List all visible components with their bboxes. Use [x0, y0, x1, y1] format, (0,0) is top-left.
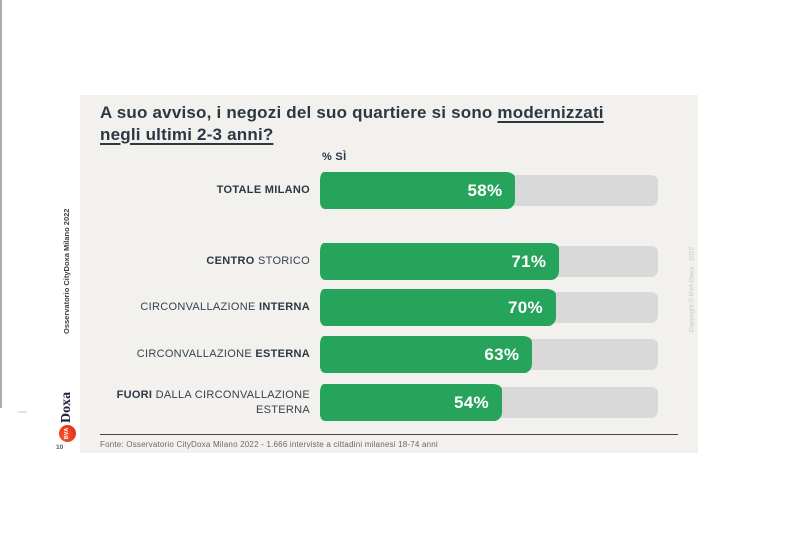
bar-track: 58% — [320, 172, 658, 209]
bar-track: 70% — [320, 289, 658, 326]
title-text: A suo avviso, i negozi del suo quartiere… — [100, 103, 498, 122]
bar-category-label: TOTALE MILANO — [216, 184, 310, 197]
title-line2: negli ultimi 2-3 anni? — [100, 124, 274, 144]
bar-fill: 70% — [320, 289, 556, 326]
left-edge-line — [0, 0, 2, 408]
bar-fill: 54% — [320, 384, 502, 421]
bar-value-label: 70% — [507, 297, 543, 317]
logo-circle: BVA — [58, 425, 76, 442]
left-dash — [18, 411, 27, 413]
slide: A suo avviso, i negozi del suo quartiere… — [80, 95, 698, 453]
bar-value-label: 71% — [511, 251, 547, 271]
title-underlined-word: modernizzati — [497, 103, 604, 122]
bar-row: CIRCONVALLAZIONE ESTERNA 63% — [80, 336, 698, 373]
logo-brand-text: Doxa — [59, 391, 74, 423]
footer-divider — [100, 434, 678, 435]
bar-value-label: 54% — [454, 392, 489, 412]
bar-category-label: CIRCONVALLAZIONE ESTERNA — [136, 348, 310, 361]
bar-track: 71% — [320, 243, 658, 280]
footer-source: Fonte: Osservatorio CityDoxa Milano 2022… — [100, 440, 438, 449]
bar-value-label: 58% — [467, 180, 503, 200]
logo-circle-text: BVA — [64, 427, 70, 440]
bar-category-label: FUORI DALLA CIRCONVALLAZIONE ESTERNA — [116, 389, 310, 416]
bar-row: CIRCONVALLAZIONE INTERNA 70% — [80, 289, 698, 326]
bva-doxa-logo: BVA Doxa — [57, 392, 77, 442]
bar-row: TOTALE MILANO 58% — [80, 172, 698, 209]
page-number: 10 — [56, 444, 64, 451]
bar-row: FUORI DALLA CIRCONVALLAZIONE ESTERNA 54% — [80, 384, 698, 421]
slide-title: A suo avviso, i negozi del suo quartiere… — [100, 102, 688, 145]
bar-track: 63% — [320, 336, 658, 373]
sidebar-vertical-title: Osservatorio CityDoxa Milano 2022 — [62, 208, 71, 334]
bar-rows: TOTALE MILANO 58% CENTRO STORICO 71% CIRCONV… — [80, 95, 698, 453]
bar-fill: 63% — [320, 336, 533, 373]
bar-fill: 71% — [320, 243, 560, 280]
percent-si-axis-label: % SÌ — [322, 151, 347, 163]
copyright-watermark: Copyright © BVA Doxa - 2022 — [688, 246, 696, 333]
bar-row: CENTRO STORICO 71% — [80, 243, 698, 280]
bar-value-label: 63% — [484, 344, 520, 364]
bar-fill: 58% — [320, 172, 516, 209]
bar-category-label: CENTRO STORICO — [206, 255, 310, 268]
bar-track: 54% — [320, 384, 658, 421]
bar-category-label: CIRCONVALLAZIONE INTERNA — [140, 301, 310, 314]
